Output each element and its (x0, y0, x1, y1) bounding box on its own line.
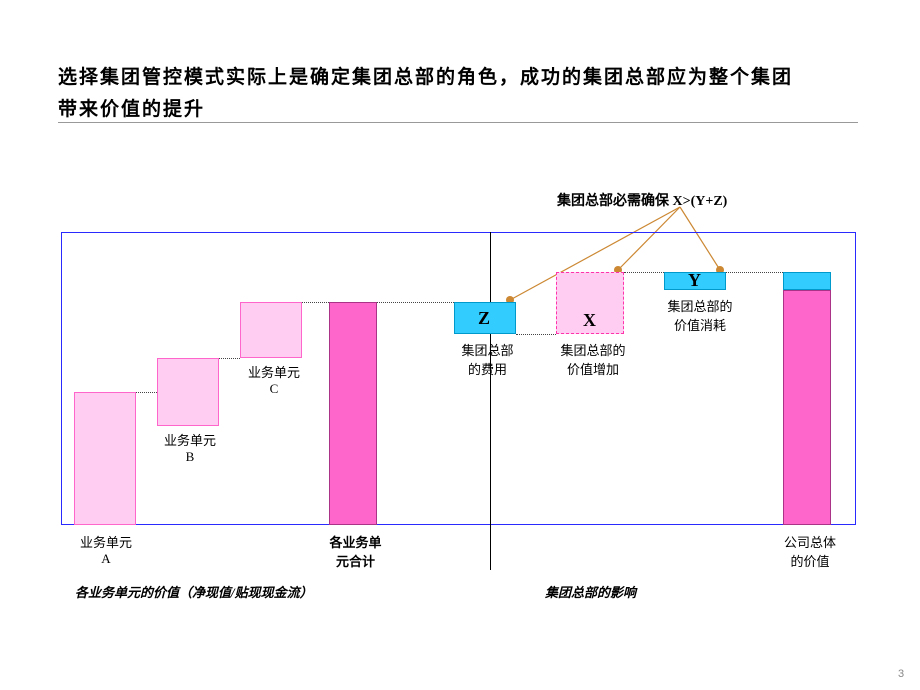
bar-total (329, 302, 377, 525)
label-total: 各业务单 元合计 (318, 532, 393, 570)
dotted-x-y (624, 272, 664, 273)
dotted-total-z (377, 302, 454, 303)
label-y: 集团总部的 价值消耗 (655, 296, 745, 334)
letter-x: X (583, 310, 596, 331)
dotted-a-b (136, 392, 157, 393)
label-unit-b: 业务单元 B (150, 430, 230, 465)
dotted-b-c (219, 358, 240, 359)
title-underline (58, 122, 858, 123)
dotted-c-total (302, 302, 329, 303)
letter-z: Z (478, 308, 490, 329)
chart-divider (490, 232, 491, 570)
formula-annotation: 集团总部必需确保 X>(Y+Z) (557, 190, 727, 210)
footer-left: 各业务单元的价值（净现值/贴现现金流） (75, 582, 313, 601)
page-title-line1: 选择集团管控模式实际上是确定集团总部的角色，成功的集团总部应为整个集团 (58, 62, 793, 89)
footer-right: 集团总部的影响 (545, 582, 636, 601)
label-unit-c: 业务单元 C (234, 362, 314, 397)
label-company: 公司总体 的价值 (770, 532, 850, 570)
dotted-z-x (516, 334, 556, 335)
page-number: 3 (898, 668, 904, 680)
slide: { "title": { "line1": "选择集团管控模式实际上是确定集团总… (0, 0, 920, 690)
letter-y: Y (688, 270, 701, 291)
bar-company-cyan (783, 272, 831, 290)
label-x: 集团总部的 价值增加 (548, 340, 638, 378)
bar-company-pink (783, 290, 831, 525)
label-unit-a: 业务单元 A (66, 532, 146, 567)
label-z: 集团总部 的费用 (450, 340, 525, 378)
page-title-line2: 带来价值的提升 (58, 94, 205, 121)
dotted-y-company (726, 272, 783, 273)
bar-unit-a (74, 392, 136, 525)
bar-unit-b (157, 358, 219, 426)
bar-unit-c (240, 302, 302, 358)
